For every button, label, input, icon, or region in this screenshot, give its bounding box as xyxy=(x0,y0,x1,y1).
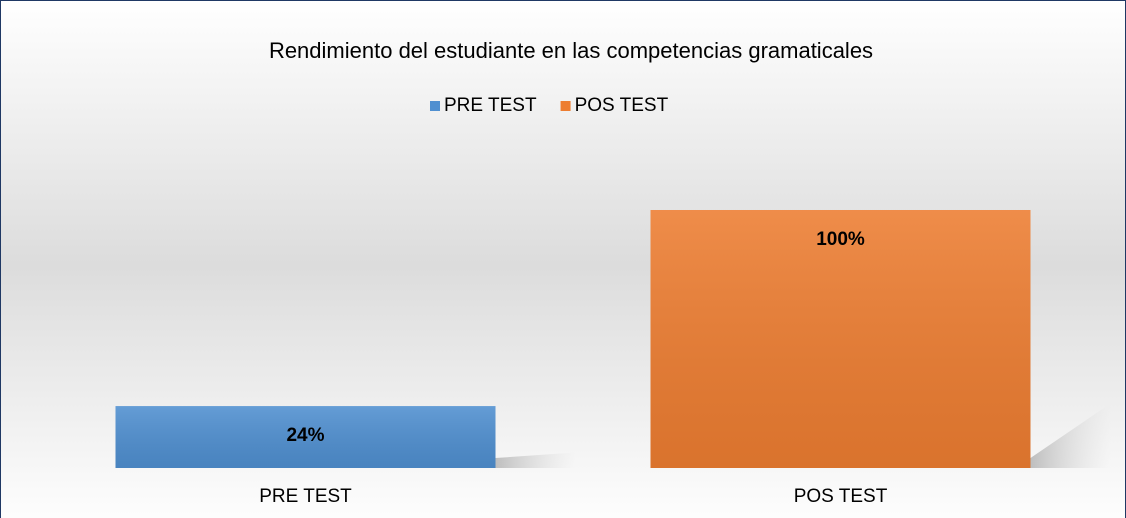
bar-shadow xyxy=(495,452,576,468)
x-tick-label: PRE TEST xyxy=(259,486,352,507)
bar-sheen xyxy=(115,406,496,468)
data-label: 100% xyxy=(816,229,865,250)
legend-swatch xyxy=(430,101,440,111)
legend-swatch xyxy=(560,101,571,111)
legend: PRE TEST POS TEST xyxy=(430,95,669,116)
x-tick-label: POS TEST xyxy=(794,486,888,507)
shadows xyxy=(495,403,1111,468)
bar-shadow xyxy=(1030,403,1111,468)
legend-label: PRE TEST xyxy=(444,95,537,116)
data-label: 24% xyxy=(286,425,324,446)
bar-sheen xyxy=(650,210,1031,468)
chart-title: Rendimiento del estudiante en las compet… xyxy=(269,38,873,63)
legend-label: POS TEST xyxy=(575,95,669,116)
marks: 24% 100% xyxy=(115,210,1031,468)
